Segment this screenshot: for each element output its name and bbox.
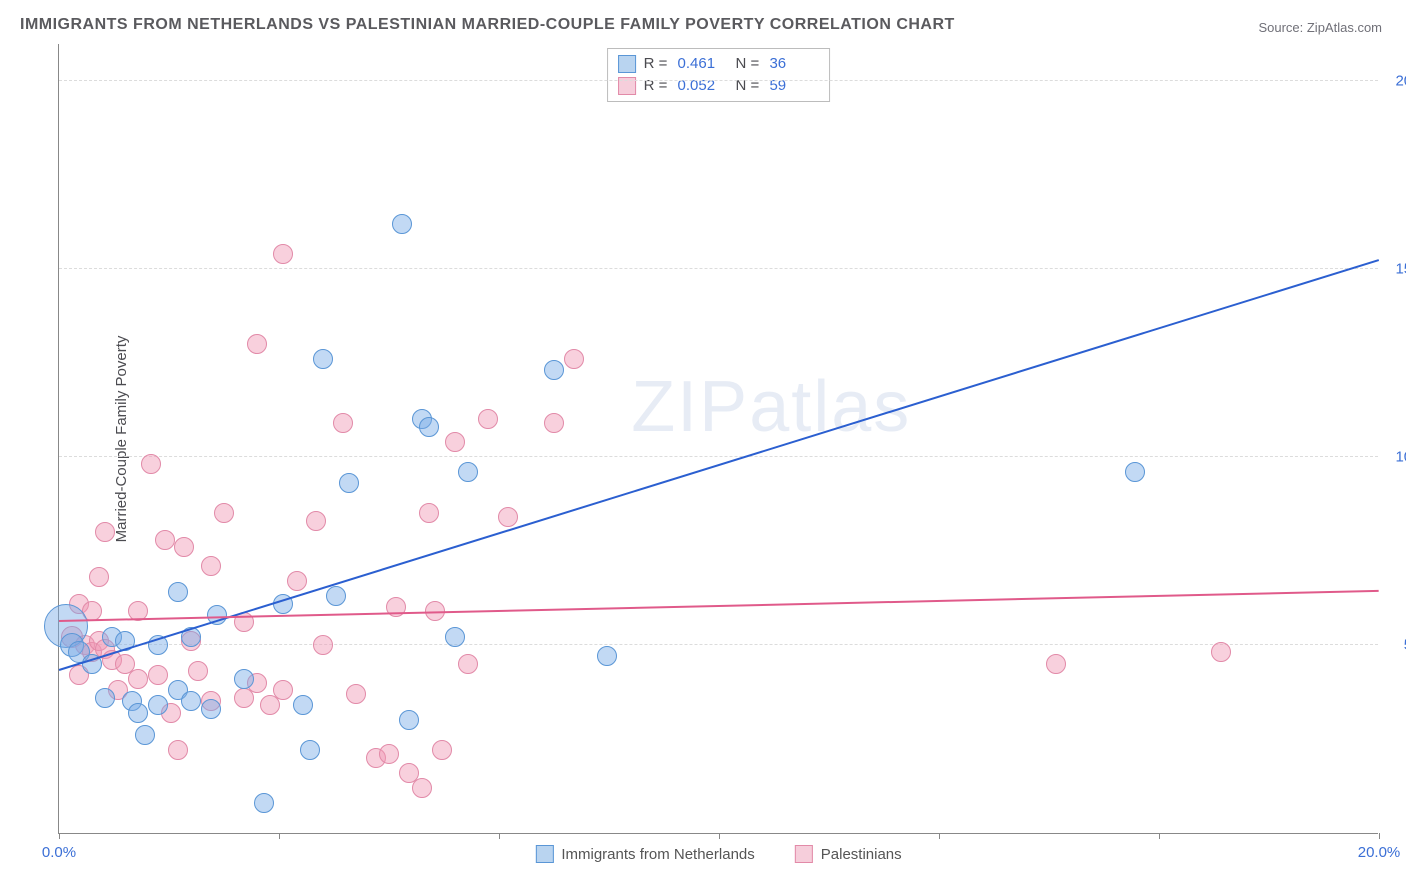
data-point: [155, 530, 175, 550]
legend-swatch-icon: [535, 845, 553, 863]
data-point: [214, 503, 234, 523]
scatter-plot: ZIPatlas R = 0.461 N = 36 R = 0.052 N = …: [58, 44, 1378, 834]
data-point: [273, 680, 293, 700]
data-point: [201, 699, 221, 719]
correlation-legend: R = 0.461 N = 36 R = 0.052 N = 59: [607, 48, 831, 102]
y-tick-label: 5.0%: [1383, 636, 1406, 653]
data-point: [458, 462, 478, 482]
data-point: [346, 684, 366, 704]
legend-stat: N = 36: [736, 53, 820, 75]
n-value: 36: [769, 53, 819, 75]
data-point: [458, 654, 478, 674]
data-point: [135, 725, 155, 745]
data-point: [445, 627, 465, 647]
data-point: [412, 778, 432, 798]
data-point: [128, 669, 148, 689]
x-tick: [59, 833, 60, 839]
watermark: ZIPatlas: [631, 366, 911, 448]
x-tick-label: 0.0%: [42, 844, 76, 861]
legend-stat: R = 0.461: [644, 53, 728, 75]
data-point: [188, 661, 208, 681]
data-point: [254, 793, 274, 813]
x-tick-label: 20.0%: [1358, 844, 1401, 861]
data-point: [141, 454, 161, 474]
legend-item: Palestinians: [795, 845, 902, 863]
data-point: [544, 413, 564, 433]
legend-item: Immigrants from Netherlands: [535, 845, 754, 863]
data-point: [326, 586, 346, 606]
data-point: [333, 413, 353, 433]
data-point: [300, 740, 320, 760]
legend-label: Immigrants from Netherlands: [561, 846, 754, 863]
grid-line: [59, 80, 1378, 81]
data-point: [168, 740, 188, 760]
data-point: [419, 503, 439, 523]
data-point: [293, 695, 313, 715]
data-point: [89, 567, 109, 587]
data-point: [432, 740, 452, 760]
data-point: [247, 334, 267, 354]
legend-stat: N = 59: [736, 75, 820, 97]
legend-swatch-icon: [795, 845, 813, 863]
data-point: [419, 417, 439, 437]
data-point: [544, 360, 564, 380]
legend-row: R = 0.461 N = 36: [618, 53, 820, 75]
data-point: [168, 582, 188, 602]
data-point: [597, 646, 617, 666]
grid-line: [59, 456, 1378, 457]
data-point: [95, 688, 115, 708]
watermark-zip: ZIP: [631, 367, 749, 447]
data-point: [379, 744, 399, 764]
data-point: [1211, 642, 1231, 662]
x-tick: [1159, 833, 1160, 839]
data-point: [95, 522, 115, 542]
data-point: [181, 691, 201, 711]
data-point: [273, 244, 293, 264]
data-point: [1046, 654, 1066, 674]
data-point: [339, 473, 359, 493]
data-point: [564, 349, 584, 369]
x-tick: [279, 833, 280, 839]
data-point: [201, 556, 221, 576]
data-point: [1125, 462, 1145, 482]
x-tick: [939, 833, 940, 839]
source-attribution: Source: ZipAtlas.com: [1258, 20, 1382, 35]
grid-line: [59, 644, 1378, 645]
data-point: [445, 432, 465, 452]
y-tick-label: 20.0%: [1383, 72, 1406, 89]
data-point: [148, 665, 168, 685]
data-point: [392, 214, 412, 234]
y-tick-label: 15.0%: [1383, 260, 1406, 277]
series-legend: Immigrants from Netherlands Palestinians: [535, 845, 901, 863]
data-point: [128, 703, 148, 723]
x-tick: [1379, 833, 1380, 839]
legend-stat: R = 0.052: [644, 75, 728, 97]
data-point: [306, 511, 326, 531]
data-point: [174, 537, 194, 557]
data-point: [399, 710, 419, 730]
x-tick: [719, 833, 720, 839]
legend-row: R = 0.052 N = 59: [618, 75, 820, 97]
n-value: 59: [769, 75, 819, 97]
trend-line: [59, 259, 1380, 671]
watermark-atlas: atlas: [749, 367, 911, 447]
legend-label: Palestinians: [821, 846, 902, 863]
y-tick-label: 10.0%: [1383, 448, 1406, 465]
r-value: 0.461: [678, 53, 728, 75]
data-point: [234, 669, 254, 689]
data-point: [478, 409, 498, 429]
data-point: [148, 695, 168, 715]
plot-area: Married-Couple Family Poverty ZIPatlas R…: [48, 44, 1388, 834]
data-point: [498, 507, 518, 527]
grid-line: [59, 268, 1378, 269]
r-value: 0.052: [678, 75, 728, 97]
legend-swatch-icon: [618, 55, 636, 73]
data-point: [313, 635, 333, 655]
x-tick: [499, 833, 500, 839]
data-point: [287, 571, 307, 591]
chart-title: IMMIGRANTS FROM NETHERLANDS VS PALESTINI…: [20, 16, 955, 34]
data-point: [313, 349, 333, 369]
